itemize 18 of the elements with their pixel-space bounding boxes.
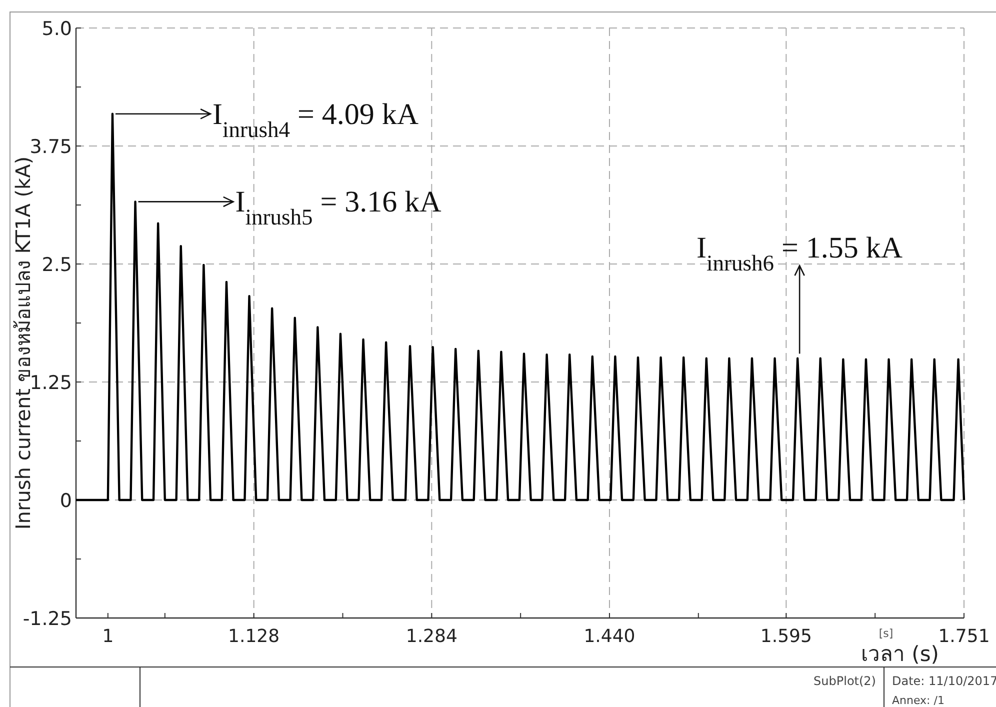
y-tick-label: 3.75 [30,136,72,158]
text: SubPlot(2) [814,674,876,688]
annotation: I$_{inrush5}$ = 3.16 kA [235,186,442,230]
annotation: I$_{inrush6}$ = 1.55 kA [696,232,903,276]
x-tick-label: 1 [102,626,114,647]
y-tick-label: 0 [60,490,72,512]
text: Annex: /1 [892,694,944,707]
x-tick-label: 1.595 [760,626,812,647]
annotation: I$_{inrush4}$ = 4.09 kA [212,98,419,142]
x-tick-label: 1.284 [406,626,458,647]
text: [s] [878,627,894,640]
y-tick-label: 5.0 [42,18,72,40]
x-axis-title: เวลา (s) [860,642,940,666]
x-tick-label: 1.440 [584,626,636,647]
y-tick-label: 2.5 [42,254,72,276]
x-tick-label: 1.128 [228,626,280,647]
x-tick-label: 1.751 [938,626,990,647]
y-tick-label: -1.25 [22,608,72,630]
